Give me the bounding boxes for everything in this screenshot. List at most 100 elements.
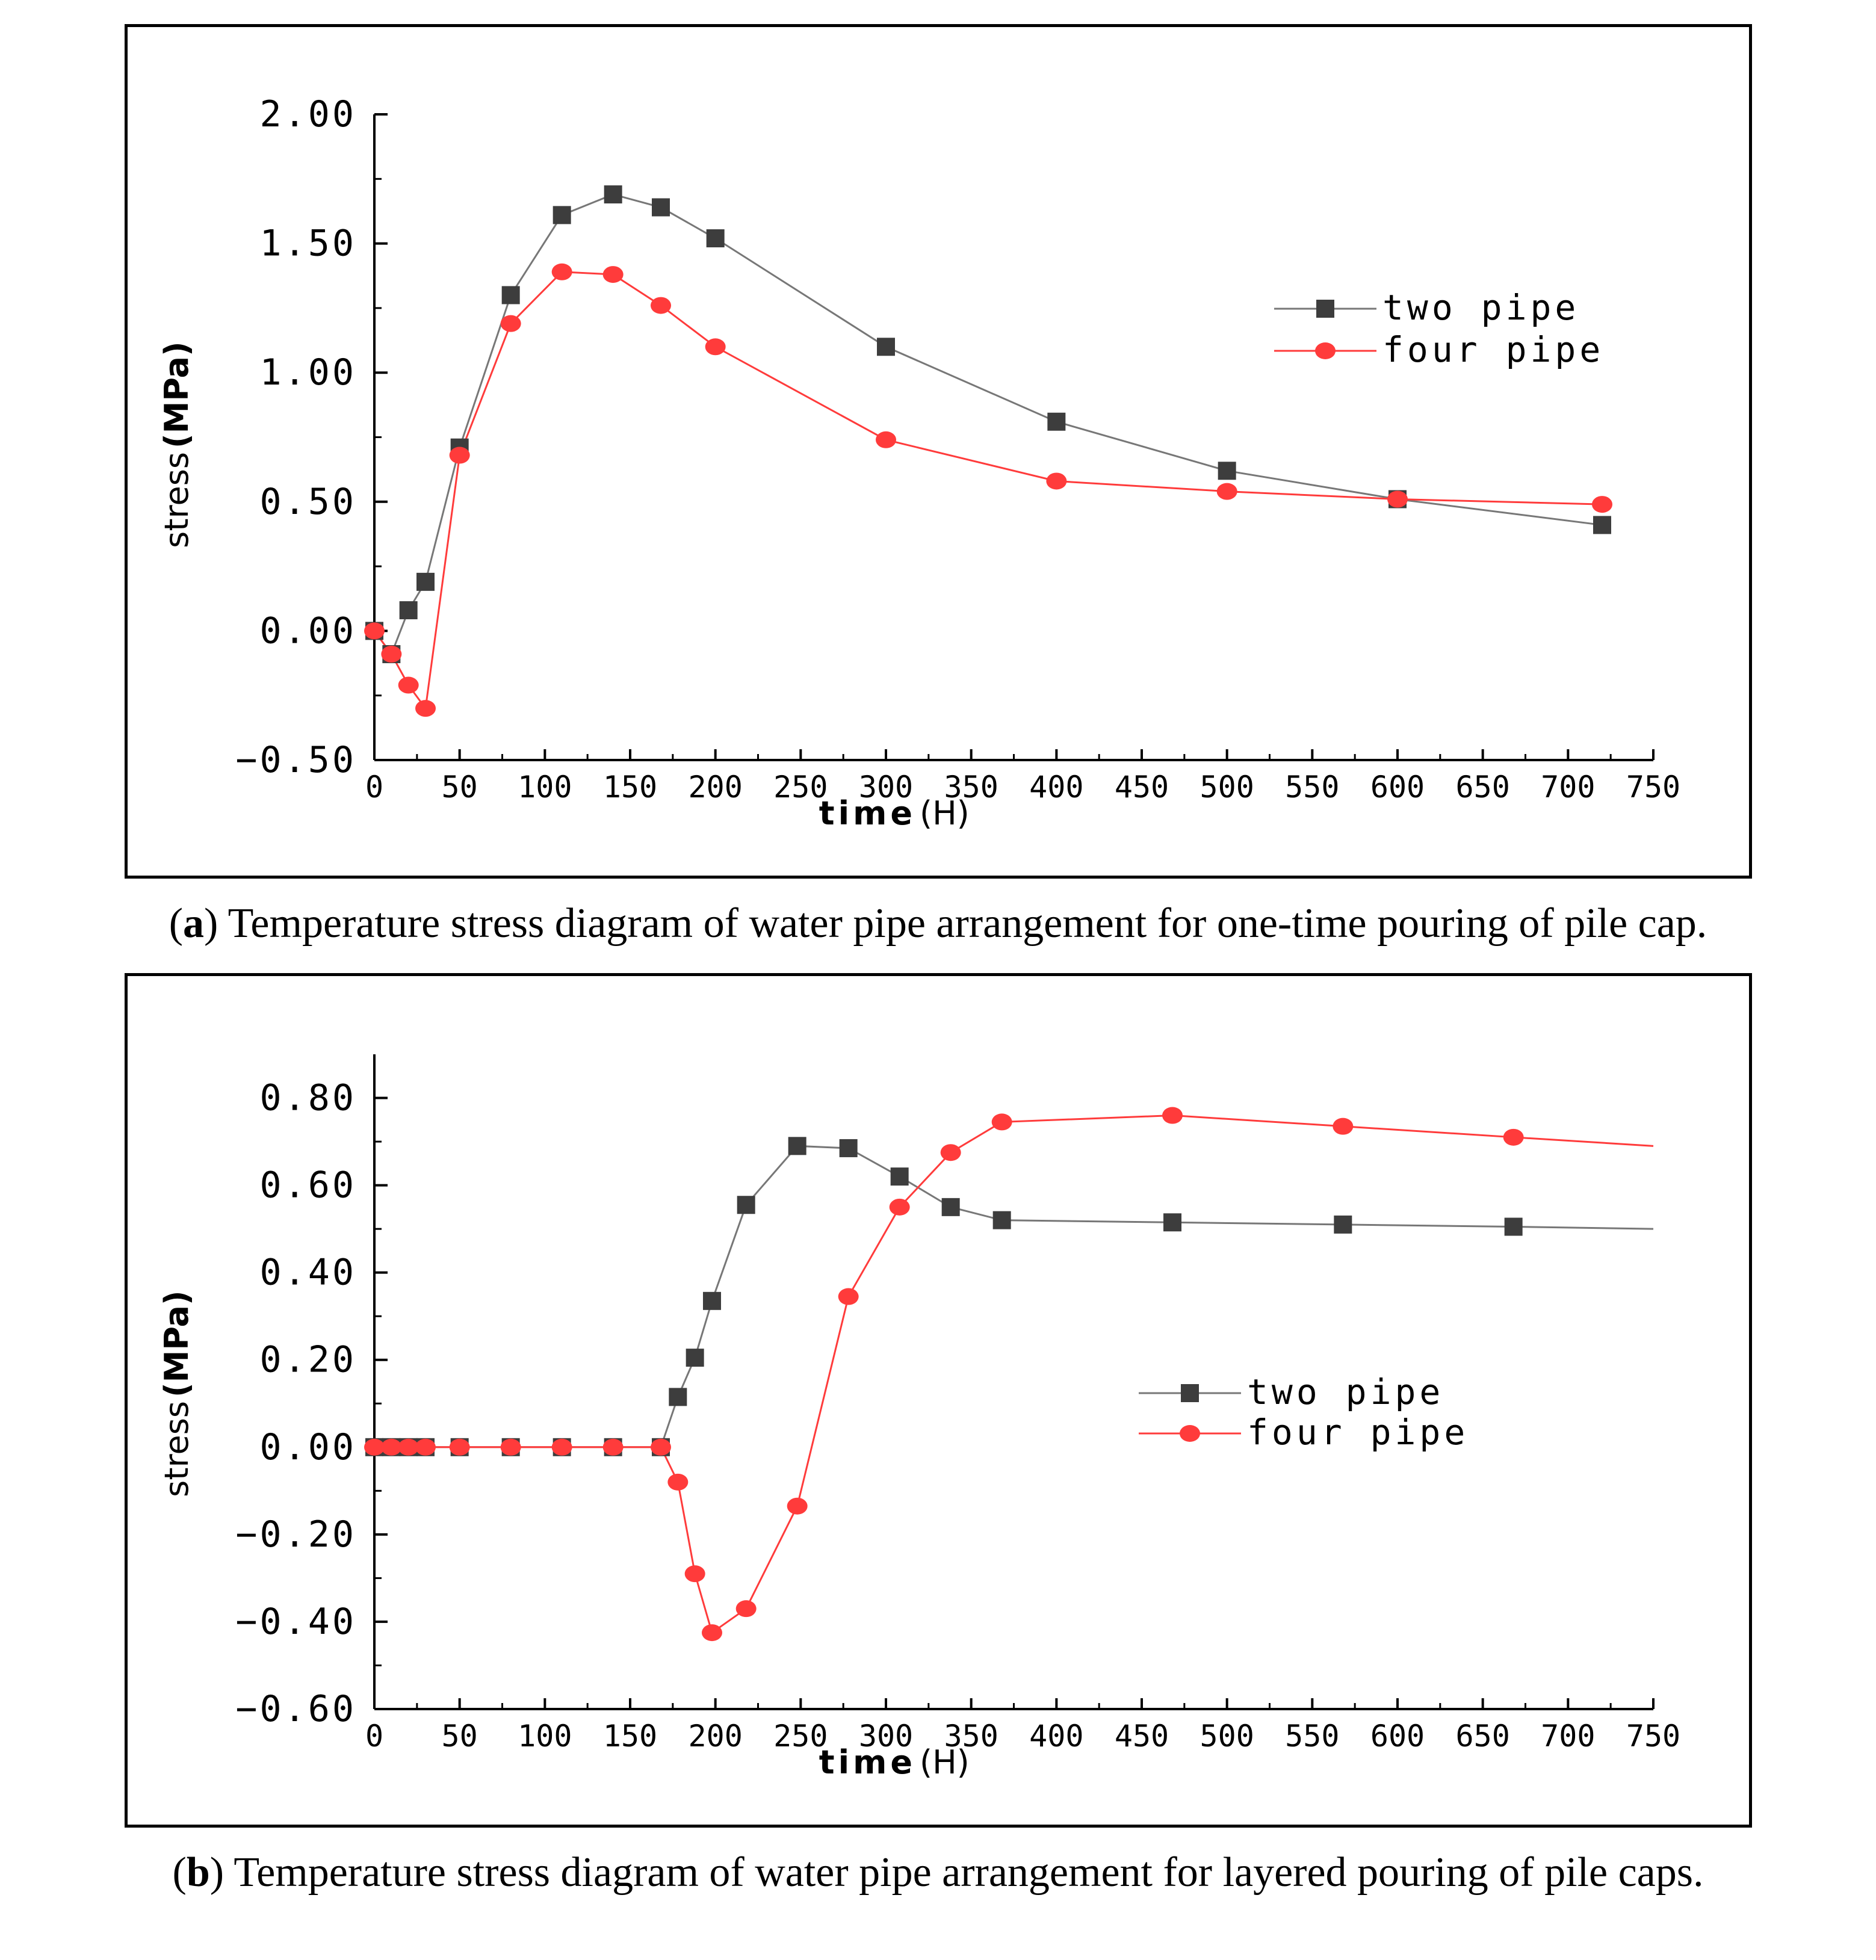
chart-a-xunit: (H) [920,794,970,832]
two-pipe-point [877,338,895,356]
legend-square-marker [1181,1384,1199,1402]
chart-b-ylabel: stress [158,1401,196,1497]
x-tick-label: 250 [773,770,828,805]
legend-label-four-pipe: four pipe [1382,329,1604,370]
two-pipe-point [669,1388,687,1406]
two-pipe-point [604,185,622,204]
caption-b: (b) Temperature stress diagram of water … [172,1849,1704,1896]
four-pipe-point [787,1497,808,1515]
x-tick-label: 550 [1285,1719,1339,1754]
y-tick-label: −0.60 [235,1688,356,1730]
x-tick-label: 600 [1370,770,1425,805]
x-tick-label: 450 [1115,1719,1169,1754]
y-tick-label: 0.60 [260,1164,357,1207]
two-pipe-point [416,572,435,591]
four-pipe-point [1592,496,1612,513]
y-tick-label: 0.50 [260,481,357,523]
two-pipe-point [652,198,670,217]
two-pipe-point [399,601,418,620]
x-tick-label: 150 [603,1719,657,1754]
two-pipe-series-line [374,1145,1654,1448]
four-pipe-point [667,1473,689,1491]
four-pipe-point [876,431,896,448]
four-pipe-point [991,1113,1012,1131]
two-pipe-point [737,1196,755,1214]
chart-b-yunit: (MPa) [158,1290,196,1397]
four-pipe-point [1046,472,1067,490]
four-pipe-point [449,447,470,464]
chart-a-ylabel: stress [158,452,196,548]
x-tick-label: 500 [1200,1719,1254,1754]
four-pipe-point [500,1438,521,1456]
legend-label-four-pipe: four pipe [1247,1412,1469,1453]
four-pipe-point [602,1438,624,1456]
four-pipe-point [735,1600,757,1618]
four-pipe-point [551,1438,572,1456]
four-pipe-point [364,622,385,640]
x-tick-label: 400 [1029,1719,1083,1754]
two-pipe-point [788,1137,806,1155]
caption-a-text: Temperature stress diagram of water pipe… [218,900,1707,947]
two-pipe-point [1334,1215,1352,1234]
four-pipe-point [889,1198,910,1216]
x-tick-label: 150 [603,770,657,805]
four-pipe-point [651,1438,671,1456]
two-pipe-point [992,1211,1011,1229]
x-tick-label: 50 [442,1719,478,1754]
two-pipe-series-line [373,193,1603,657]
x-tick-label: 650 [1456,770,1510,805]
chart-b-xlabel: time [819,1743,916,1781]
y-tick-label: −0.50 [235,739,356,781]
y-tick-label: 0.40 [260,1252,357,1294]
two-pipe-point [501,286,520,305]
y-tick-label: −0.20 [235,1513,356,1556]
four-pipe-point [1216,483,1237,500]
legend-circle-marker [1315,342,1336,359]
x-tick-label: 100 [518,1719,572,1754]
y-tick-label: 1.50 [260,223,357,265]
x-tick-label: 200 [689,770,743,805]
chart-a-svg: 0 50 100 150 200 250 300 350 400 450 500 550 600 650 7… [158,93,1680,832]
four-pipe-point [684,1565,705,1583]
x-tick-label: 450 [1115,770,1169,805]
caption-b-letter: b [186,1849,210,1896]
x-tick-label: 300 [859,770,913,805]
y-tick-label: 0.00 [260,610,357,652]
x-tick-label: 0 [365,1719,383,1754]
chart-panel-a: 0 50 100 150 200 250 300 350 400 450 500 550 600 650 7… [125,24,1752,879]
two-pipe-point [686,1349,704,1367]
x-tick-label: 750 [1626,770,1680,805]
four-pipe-point [702,1624,722,1642]
x-tick-label: 100 [518,770,572,805]
x-tick-label: 50 [442,770,478,805]
legend-square-marker [1316,300,1334,318]
four-pipe-point [1333,1118,1354,1135]
four-pipe-point [551,263,572,280]
chart-b-xunit: (H) [920,1743,970,1781]
two-pipe-point [1218,462,1236,480]
x-tick-label: 550 [1285,770,1339,805]
x-tick-label: 500 [1200,770,1254,805]
x-tick-label: 200 [689,1719,743,1754]
two-pipe-point [890,1167,909,1186]
x-tick-label: 250 [773,1719,828,1754]
x-tick-label: 300 [859,1719,913,1754]
four-pipe-point [415,700,436,717]
x-tick-label: 400 [1029,770,1083,805]
four-pipe-series-line [374,1114,1654,1634]
legend-label-two-pipe: two pipe [1247,1371,1444,1412]
y-tick-label: −0.40 [235,1601,356,1643]
x-tick-label: 650 [1456,1719,1510,1754]
y-tick-label: 1.00 [260,351,357,394]
caption-b-text: Temperature stress diagram of water pipe… [224,1849,1704,1896]
x-tick-label: 0 [365,770,383,805]
x-tick-label: 750 [1626,1719,1680,1754]
four-pipe-point [381,646,402,663]
four-pipe-point [364,1438,385,1456]
two-pipe-point [1504,1217,1523,1236]
legend-circle-marker [1180,1425,1200,1442]
two-pipe-point [941,1198,960,1216]
x-tick-label: 600 [1370,1719,1425,1754]
